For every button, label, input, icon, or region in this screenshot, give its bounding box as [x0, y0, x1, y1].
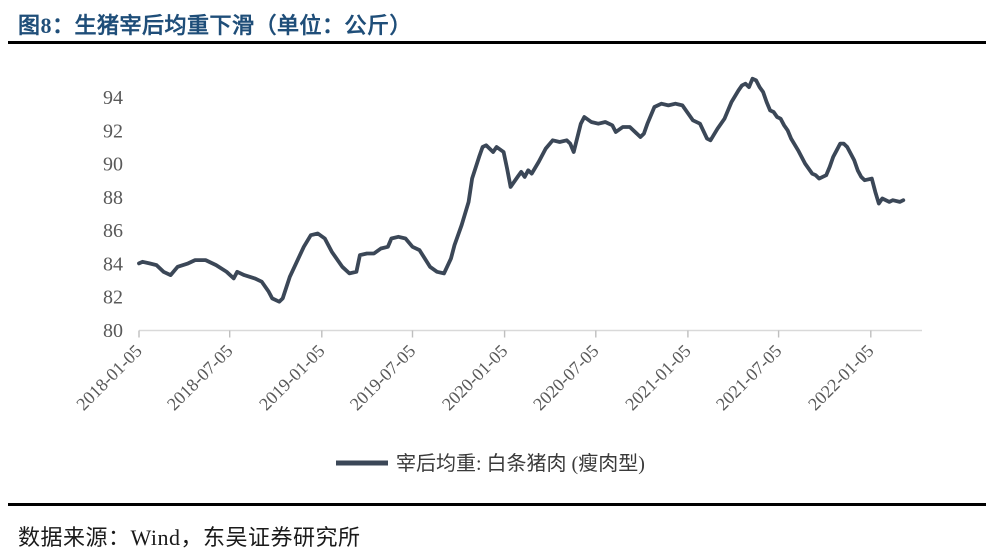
- legend-label: 宰后均重: 白条猪肉 (瘦肉型): [396, 452, 645, 475]
- y-tick-label: 82: [103, 287, 123, 309]
- x-tick-label: 2021-01-05: [621, 341, 695, 415]
- y-tick-label: 88: [103, 187, 123, 209]
- y-tick-label: 80: [103, 320, 123, 342]
- x-tick-label: 2019-07-05: [346, 341, 420, 415]
- y-tick-label: 90: [103, 154, 123, 176]
- x-tick-label: 2018-07-05: [163, 341, 237, 415]
- y-tick-label: 84: [103, 253, 123, 275]
- y-tick-label: 86: [103, 220, 123, 242]
- x-axis-ticks: [138, 330, 872, 338]
- y-tick-label: 94: [103, 87, 123, 109]
- x-tick-label: 2018-01-05: [72, 341, 146, 415]
- x-tick-label: 2020-07-05: [529, 341, 603, 415]
- y-axis-labels: 94 92 90 88 86 84 82 80: [103, 87, 123, 342]
- x-tick-label: 2022-01-05: [804, 341, 878, 415]
- x-tick-label: 2019-01-05: [255, 341, 329, 415]
- x-tick-label: 2021-07-05: [712, 341, 786, 415]
- y-tick-label: 92: [103, 120, 123, 142]
- x-tick-label: 2020-01-05: [438, 341, 512, 415]
- data-source: 数据来源：Wind，东吴证券研究所: [18, 525, 361, 550]
- figure-title: 图8：生猪宰后均重下滑（单位：公斤）: [18, 13, 413, 38]
- footer-divider: [8, 503, 986, 506]
- x-axis-labels: 2018-01-05 2018-07-05 2019-01-05 2019-07-05…: [72, 341, 877, 415]
- title-divider: [8, 41, 986, 44]
- series-line: [137, 76, 906, 304]
- legend: 宰后均重: 白条猪肉 (瘦肉型): [336, 452, 645, 475]
